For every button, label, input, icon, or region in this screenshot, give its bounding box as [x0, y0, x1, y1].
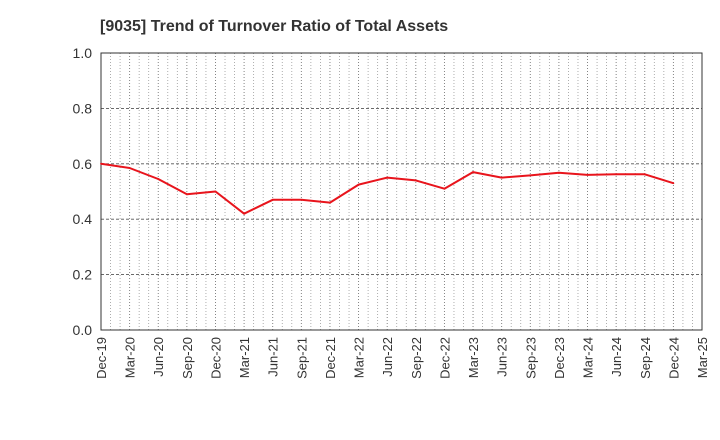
x-tick-label: Mar-21 — [237, 337, 252, 378]
data-point — [443, 187, 446, 190]
x-tick-label: Sep-21 — [294, 337, 309, 379]
data-point — [472, 171, 474, 174]
y-tick-label: 0.2 — [73, 267, 93, 283]
x-tick-label: Dec-23 — [552, 337, 567, 379]
series — [100, 162, 675, 215]
x-tick-label: Dec-22 — [437, 337, 452, 379]
data-point — [500, 176, 503, 179]
x-axis-ticks: Dec-19 Mar-20 Jun-20 Sep-20 Dec-20 Mar-21 Jun-… — [94, 337, 710, 379]
x-tick-label: Jun-21 — [266, 337, 281, 377]
data-point — [128, 167, 131, 169]
x-tick-label: Mar-25 — [695, 337, 710, 378]
data-point — [157, 178, 160, 180]
data-point — [643, 173, 646, 176]
x-tick-label: Dec-19 — [94, 337, 109, 379]
data-point — [243, 212, 246, 215]
data-point — [300, 198, 303, 201]
data-point — [214, 190, 217, 193]
x-tick-label: Mar-24 — [581, 337, 596, 378]
data-point — [329, 201, 331, 204]
data-point — [586, 174, 589, 176]
x-tick-label: Dec-20 — [208, 337, 223, 379]
x-tick-label: Sep-22 — [409, 337, 424, 379]
y-axis-ticks: 0.0 0.2 0.4 0.6 0.8 1.0 — [73, 45, 93, 338]
data-point — [615, 173, 617, 176]
x-tick-label: Sep-24 — [638, 337, 653, 379]
y-tick-label: 0.6 — [73, 156, 93, 172]
data-point — [672, 182, 675, 185]
y-tick-label: 0.4 — [73, 211, 93, 227]
data-point — [529, 174, 532, 177]
x-tick-label: Jun-20 — [151, 337, 166, 377]
data-point — [100, 162, 102, 165]
grid — [101, 53, 702, 330]
data-point — [271, 198, 274, 201]
x-tick-label: Mar-23 — [466, 337, 481, 378]
x-tick-label: Mar-22 — [352, 337, 367, 378]
y-tick-label: 1.0 — [73, 45, 93, 61]
y-tick-label: 0.0 — [73, 322, 93, 338]
data-point — [186, 193, 188, 196]
data-point — [386, 176, 389, 179]
x-tick-label: Jun-24 — [609, 337, 624, 377]
data-point — [357, 183, 360, 186]
x-tick-label: Jun-23 — [495, 337, 510, 377]
plot-area-border — [100, 52, 703, 331]
data-point — [558, 171, 560, 174]
x-tick-label: Sep-20 — [180, 337, 195, 379]
x-tick-label: Jun-22 — [380, 337, 395, 377]
x-tick-label: Mar-20 — [123, 337, 138, 378]
y-tick-label: 0.8 — [73, 100, 93, 116]
chart-title: [9035] Trend of Turnover Ratio of Total … — [100, 18, 448, 35]
axes — [100, 52, 703, 331]
x-tick-label: Sep-23 — [523, 337, 538, 379]
data-point — [414, 179, 417, 182]
x-tick-label: Dec-21 — [323, 337, 338, 379]
x-tick-label: Dec-24 — [666, 337, 681, 379]
